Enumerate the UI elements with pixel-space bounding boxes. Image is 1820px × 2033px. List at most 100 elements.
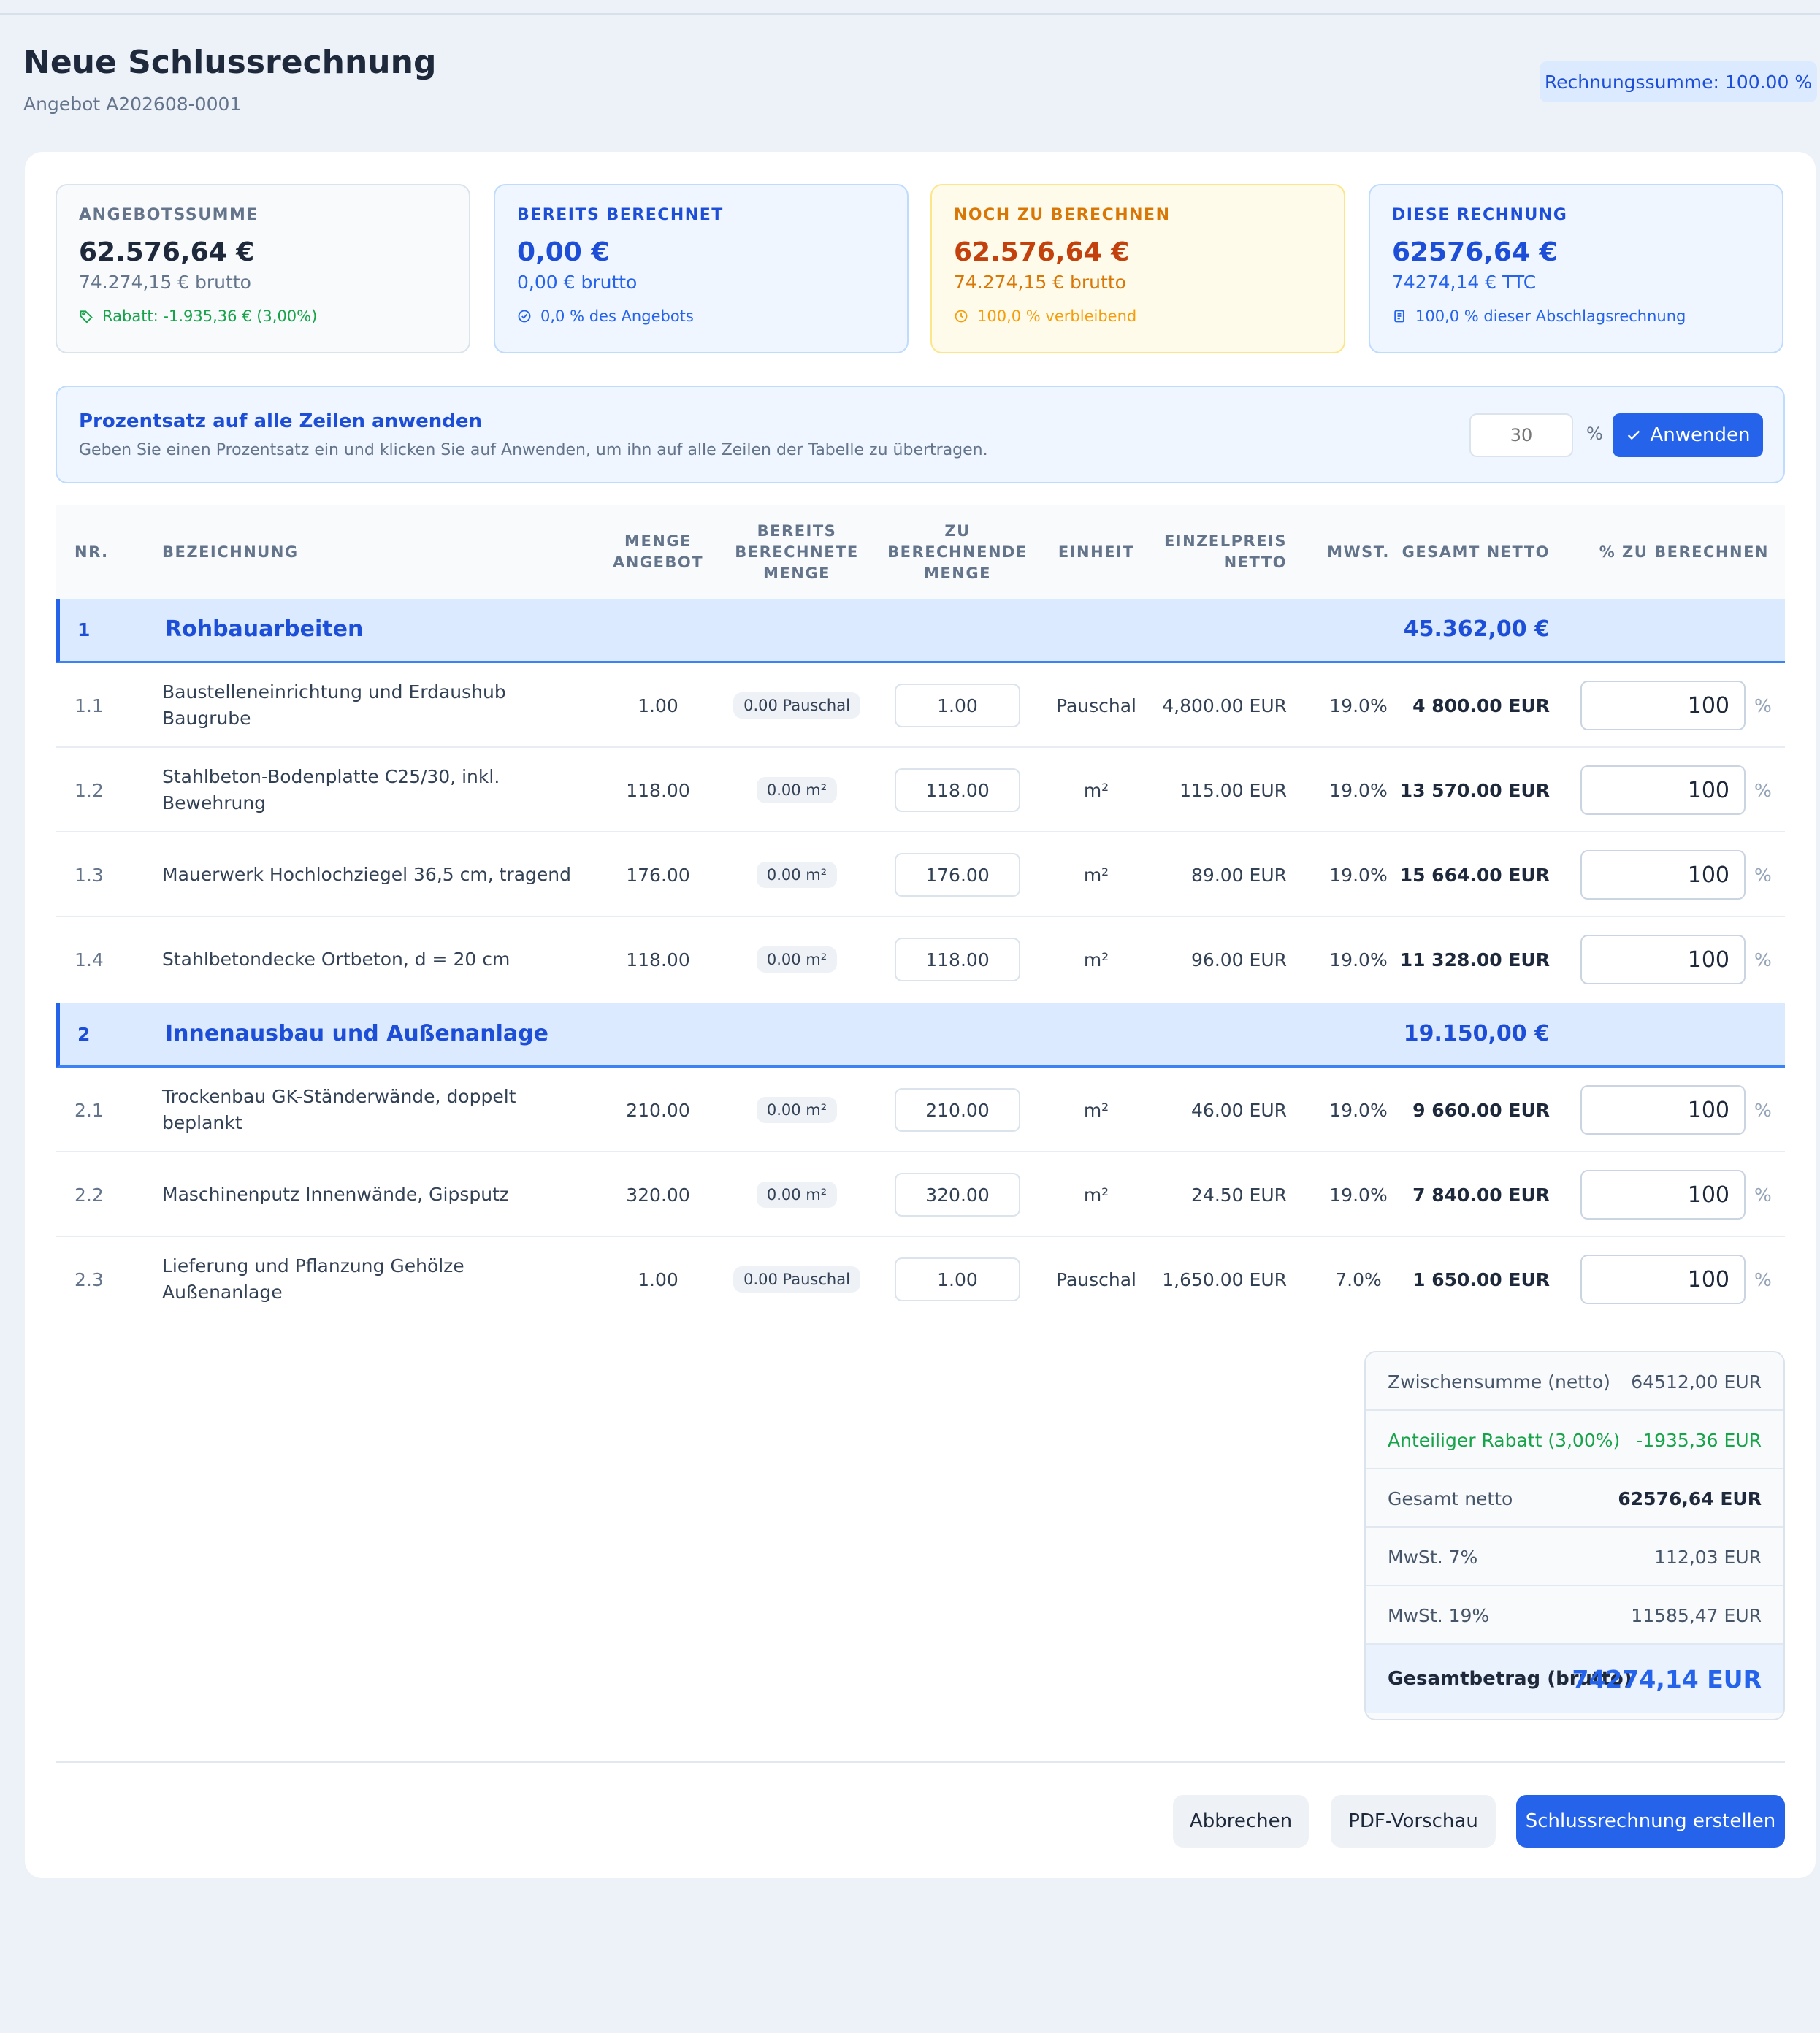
percent-sign: %	[1754, 864, 1772, 886]
cancel-button[interactable]: Abbrechen	[1173, 1795, 1309, 1848]
group-number: 1	[77, 619, 91, 640]
cell-mwst: 19.0%	[1329, 1184, 1388, 1206]
cell-bezeichnung: Stahlbetondecke Ortbeton, d = 20 cm	[162, 949, 511, 970]
cell-nr: 2.2	[74, 1184, 104, 1206]
stat-note-text: 100,0 % dieser Abschlagsrechnung	[1415, 307, 1686, 325]
quantity-input[interactable]: 176.00	[895, 853, 1020, 897]
cell-percent: 100	[1580, 832, 1747, 917]
percent-input[interactable]: 100	[1580, 681, 1746, 730]
cell-einheit: Pauschal	[1056, 694, 1136, 716]
cell-bezeichnung: Lieferung und Pflanzung Gehölze Außenanl…	[162, 1255, 464, 1303]
stat-card-this-invoice: Diese Rechnung 62576,64 € 74274,14 € TTC…	[1369, 184, 1783, 353]
percent-sign: %	[1754, 694, 1772, 716]
percent-input[interactable]: 100	[1580, 1170, 1746, 1220]
cell-einheit: m²	[1083, 949, 1109, 970]
tag-icon	[80, 310, 93, 323]
totals-label: MwSt. 7%	[1388, 1547, 1478, 1568]
cell-menge: 210.00	[626, 1099, 690, 1121]
header-bereits-berechnet: Bereits berechnete Menge	[735, 521, 859, 582]
stat-note: Rabatt: -1.935,36 € (3,00%)	[79, 307, 447, 325]
stat-value: 62.576,64 €	[79, 237, 255, 267]
page-title: Neue Schlussrechnung	[23, 44, 437, 81]
percent-input[interactable]: 100	[1580, 1085, 1746, 1135]
billed-quantity-badge: 0.00 m²	[756, 777, 838, 803]
stat-label: Diese Rechnung	[1392, 206, 1568, 224]
cell-nr: 1.3	[74, 864, 104, 886]
cell-zu: 1.00	[838, 663, 1077, 748]
cell-bereits: 0.00 m²	[669, 917, 925, 1002]
quantity-input[interactable]: 320.00	[895, 1173, 1020, 1217]
totals-row-grand-total: Gesamtbetrag (brutto) 74274,14 EUR	[1366, 1645, 1783, 1713]
stat-sub: 74274,14 € TTC	[1392, 272, 1537, 293]
stat-note-text: 100,0 % verbleibend	[977, 307, 1137, 325]
checkmark-icon	[1627, 430, 1640, 440]
percent-input[interactable]: 100	[1580, 850, 1746, 900]
totals-value: 11585,47 EUR	[1631, 1605, 1762, 1626]
cell-menge: 118.00	[626, 949, 690, 970]
stat-value: 62576,64 €	[1392, 237, 1558, 267]
cell-zu: 1.00	[838, 1237, 1077, 1322]
cell-bezeichnung: Mauerwerk Hochlochziegel 36,5 cm, tragen…	[162, 864, 571, 885]
footer-divider	[56, 1761, 1785, 1763]
group-number: 2	[77, 1024, 91, 1045]
quantity-input[interactable]: 1.00	[895, 684, 1020, 727]
pdf-preview-button[interactable]: PDF-Vorschau	[1331, 1795, 1496, 1848]
document-icon	[1394, 310, 1404, 323]
table-header: Nr. Bezeichnung Menge Angebot Bereits be…	[56, 505, 1785, 599]
stat-sub: 74.274,15 € brutto	[79, 272, 251, 293]
billed-quantity-badge: 0.00 Pauschal	[733, 1266, 860, 1293]
apply-button[interactable]: Anwenden	[1613, 413, 1763, 457]
stat-value: 62.576,64 €	[954, 237, 1130, 267]
percent-input[interactable]: 100	[1580, 765, 1746, 815]
percent-sign: %	[1754, 1268, 1772, 1290]
totals-label: MwSt. 19%	[1388, 1605, 1490, 1626]
stat-note-text: Rabatt: -1.935,36 € (3,00%)	[102, 307, 318, 325]
quantity-input[interactable]: 118.00	[895, 768, 1020, 812]
cell-zu: 118.00	[838, 917, 1077, 1002]
quantity-input[interactable]: 118.00	[895, 938, 1020, 981]
check-circle-icon	[518, 310, 531, 323]
totals-label: Anteiliger Rabatt (3,00%)	[1388, 1430, 1621, 1451]
cell-einheit: m²	[1083, 1099, 1109, 1121]
stat-card-remaining: Noch zu berechnen 62.576,64 € 74.274,15 …	[930, 184, 1345, 353]
apply-percentage-panel: Prozentsatz auf alle Zeilen anwenden Geb…	[56, 386, 1785, 483]
stat-label: Bereits berechnet	[517, 206, 724, 224]
group-row: 1 Rohbauarbeiten 45.362,00 €	[56, 599, 1785, 663]
clock-icon	[955, 310, 968, 323]
table-row: 2.2 Maschinenputz Innenwände, Gipsputz 3…	[56, 1152, 1785, 1237]
billed-quantity-badge: 0.00 m²	[756, 1097, 838, 1123]
stat-sub: 0,00 € brutto	[517, 272, 638, 293]
cell-percent: 100	[1580, 1068, 1747, 1152]
percent-input[interactable]: 100	[1580, 1255, 1746, 1304]
header-einzelpreis: Einzelpreis netto	[1163, 532, 1287, 571]
table-row: 1.2 Stahlbeton-Bodenplatte C25/30, inkl.…	[56, 748, 1785, 832]
totals-row: MwSt. 19% 11585,47 EUR	[1366, 1586, 1783, 1645]
cell-zu: 118.00	[838, 748, 1077, 832]
totals-value: 64512,00 EUR	[1631, 1371, 1762, 1393]
quantity-input[interactable]: 1.00	[895, 1257, 1020, 1301]
cell-einzelpreis: 4,800.00 EUR	[1162, 694, 1287, 716]
totals-value: 112,03 EUR	[1654, 1547, 1762, 1568]
cell-percent: 100	[1580, 663, 1747, 748]
cell-einzelpreis: 115.00 EUR	[1179, 779, 1287, 801]
quantity-input[interactable]: 210.00	[895, 1088, 1020, 1132]
group-row: 2 Innenausbau und Außenanlage 19.150,00 …	[56, 1003, 1785, 1068]
cell-percent: 100	[1580, 1152, 1747, 1237]
billed-quantity-badge: 0.00 m²	[756, 1182, 838, 1208]
cell-percent: 100	[1580, 917, 1747, 1002]
create-invoice-button[interactable]: Schlussrechnung erstellen	[1516, 1795, 1785, 1848]
header-gesamt-netto: Gesamt netto	[1402, 543, 1550, 561]
table-row: 1.4 Stahlbetondecke Ortbeton, d = 20 cm …	[56, 917, 1785, 1002]
totals-label: Gesamt netto	[1388, 1488, 1513, 1509]
stat-label: Angebotssumme	[79, 206, 259, 224]
percent-input[interactable]: 100	[1580, 935, 1746, 984]
percentage-input[interactable]	[1469, 413, 1573, 457]
cell-einheit: Pauschal	[1056, 1268, 1136, 1290]
header-bezeichnung: Bezeichnung	[162, 543, 299, 561]
cell-mwst: 19.0%	[1329, 694, 1388, 716]
cell-menge: 1.00	[638, 694, 678, 716]
billed-quantity-badge: 0.00 m²	[756, 946, 838, 973]
top-divider	[0, 13, 1820, 15]
cell-nr: 1.2	[74, 779, 104, 801]
cell-gesamt: 1 650.00 EUR	[1412, 1268, 1550, 1290]
